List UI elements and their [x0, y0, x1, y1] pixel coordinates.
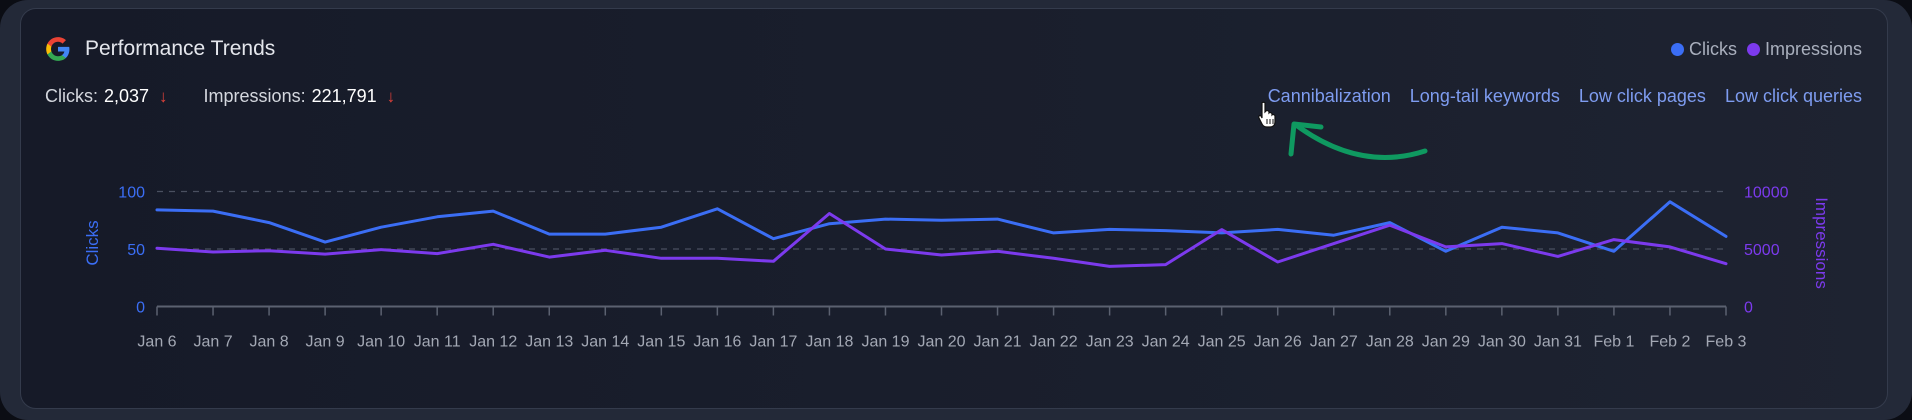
x-tick-label: Feb 1 — [1593, 334, 1634, 351]
google-g-icon — [46, 37, 70, 61]
x-tick-label: Jan 16 — [693, 334, 741, 351]
link-low-click-pages[interactable]: Low click pages — [1578, 86, 1706, 106]
legend-label: Impressions — [1764, 39, 1862, 59]
chart-legend: Clicks Impressions — [1661, 39, 1862, 60]
clicks-label: Clicks: — [45, 86, 98, 106]
x-tick-label: Jan 27 — [1310, 334, 1358, 351]
x-tick-label: Jan 30 — [1478, 334, 1526, 351]
x-tick-label: Jan 18 — [805, 334, 853, 351]
legend-item-clicks[interactable]: Clicks — [1670, 39, 1737, 60]
card-title: Performance Trends — [85, 37, 276, 60]
quick-links: Cannibalization Long-tail keywords Low c… — [1249, 86, 1862, 107]
x-tick-label: Jan 28 — [1366, 334, 1414, 351]
y-tick-label-left: 0 — [136, 300, 145, 317]
link-cannibalization[interactable]: Cannibalization — [1267, 86, 1391, 106]
x-tick-label: Jan 20 — [917, 334, 965, 351]
x-tick-label: Feb 3 — [1706, 334, 1747, 351]
x-tick-label: Feb 2 — [1650, 334, 1691, 351]
link-low-click-queries[interactable]: Low click queries — [1724, 86, 1862, 106]
x-tick-label: Jan 25 — [1198, 334, 1246, 351]
clicks-value: 2,037 — [104, 86, 150, 106]
clicks-trend-down-icon: ↓ — [159, 86, 168, 106]
x-tick-label: Jan 10 — [357, 334, 405, 351]
clicks-dot-icon — [1670, 43, 1684, 56]
x-tick-label: Jan 15 — [637, 334, 685, 351]
y-axis-title-left: Clicks — [83, 220, 102, 265]
impressions-label: Impressions: — [203, 86, 306, 106]
link-long-tail-keywords[interactable]: Long-tail keywords — [1409, 86, 1560, 106]
impressions-trend-down-icon: ↓ — [386, 86, 396, 106]
legend-label: Clicks — [1688, 39, 1737, 59]
x-tick-label: Jan 12 — [469, 334, 517, 351]
y-axis-title-right: Impressions — [1812, 197, 1831, 289]
y-tick-label-left: 100 — [118, 185, 145, 202]
legend-item-impressions[interactable]: Impressions — [1746, 39, 1862, 60]
y-tick-label-left: 50 — [127, 242, 145, 259]
summary-stats: Clicks: 2,037 ↓ Impressions: 221,791 ↓ — [45, 86, 395, 107]
series-line-clicks[interactable] — [155, 200, 1728, 253]
x-tick-label: Jan 21 — [974, 334, 1022, 351]
x-tick-label: Jan 26 — [1254, 334, 1302, 351]
y-tick-label-right: 5000 — [1744, 242, 1780, 259]
x-tick-label: Jan 14 — [581, 334, 629, 351]
series-line-impressions[interactable] — [155, 212, 1728, 268]
x-tick-label: Jan 7 — [193, 334, 232, 351]
card-header: Performance Trends — [45, 36, 275, 62]
x-tick-label: Jan 17 — [749, 334, 797, 351]
x-tick-label: Jan 11 — [414, 334, 461, 351]
x-tick-label: Jan 22 — [1030, 334, 1078, 351]
x-tick-label: Jan 19 — [861, 334, 909, 351]
x-tick-label: Jan 9 — [306, 334, 345, 351]
x-tick-label: Jan 31 — [1534, 334, 1582, 351]
x-tick-label: Jan 23 — [1086, 334, 1134, 351]
x-tick-label: Jan 8 — [250, 334, 289, 351]
impressions-dot-icon — [1746, 43, 1760, 56]
x-tick-label: Jan 13 — [525, 334, 573, 351]
impressions-value: 221,791 — [311, 86, 377, 106]
performance-trends-card — [20, 8, 1888, 409]
x-tick-label: Jan 29 — [1422, 334, 1470, 351]
y-tick-label-right: 0 — [1744, 300, 1753, 317]
x-tick-label: Jan 6 — [137, 334, 176, 351]
y-tick-label-right: 10000 — [1744, 185, 1789, 202]
x-tick-label: Jan 24 — [1142, 334, 1190, 351]
